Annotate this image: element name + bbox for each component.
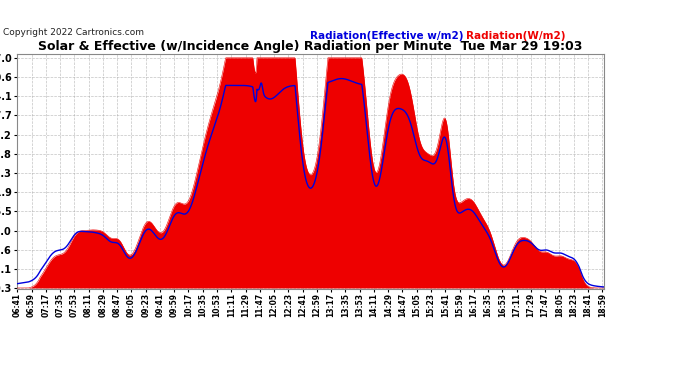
Text: Copyright 2022 Cartronics.com: Copyright 2022 Cartronics.com	[3, 28, 144, 37]
Title: Solar & Effective (w/Incidence Angle) Radiation per Minute  Tue Mar 29 19:03: Solar & Effective (w/Incidence Angle) Ra…	[39, 40, 582, 53]
Text: Radiation(Effective w/m2): Radiation(Effective w/m2)	[310, 32, 471, 42]
Text: Radiation(W/m2): Radiation(W/m2)	[466, 32, 565, 42]
